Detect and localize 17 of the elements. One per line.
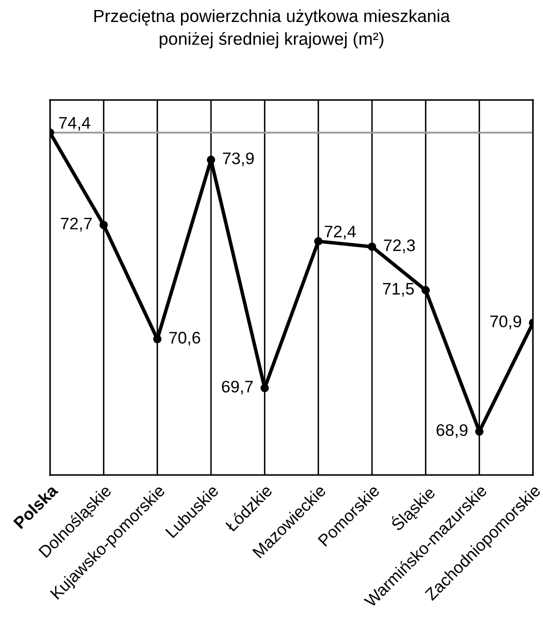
point bbox=[422, 286, 430, 294]
point bbox=[206, 156, 216, 164]
data-label: 70,6 bbox=[169, 332, 200, 346]
point bbox=[100, 220, 108, 230]
data-label: 72,3 bbox=[384, 239, 415, 254]
data-label: 73,9 bbox=[222, 152, 254, 166]
data-label: 69,7 bbox=[222, 380, 253, 394]
data-label: 74,4 bbox=[59, 117, 90, 131]
point bbox=[368, 242, 376, 251]
point bbox=[260, 384, 269, 392]
data-label: 72,4 bbox=[324, 226, 356, 240]
point bbox=[314, 237, 322, 246]
data-label: 71,5 bbox=[382, 283, 414, 297]
data-label: 68,9 bbox=[436, 424, 468, 438]
chart-title: Przeciętna powierzchnia użytkowa mieszkania poniżej średniej krajowej (m²) bbox=[94, 9, 450, 48]
data-label: 72,7 bbox=[60, 218, 92, 232]
data-label: 70,9 bbox=[490, 316, 522, 330]
